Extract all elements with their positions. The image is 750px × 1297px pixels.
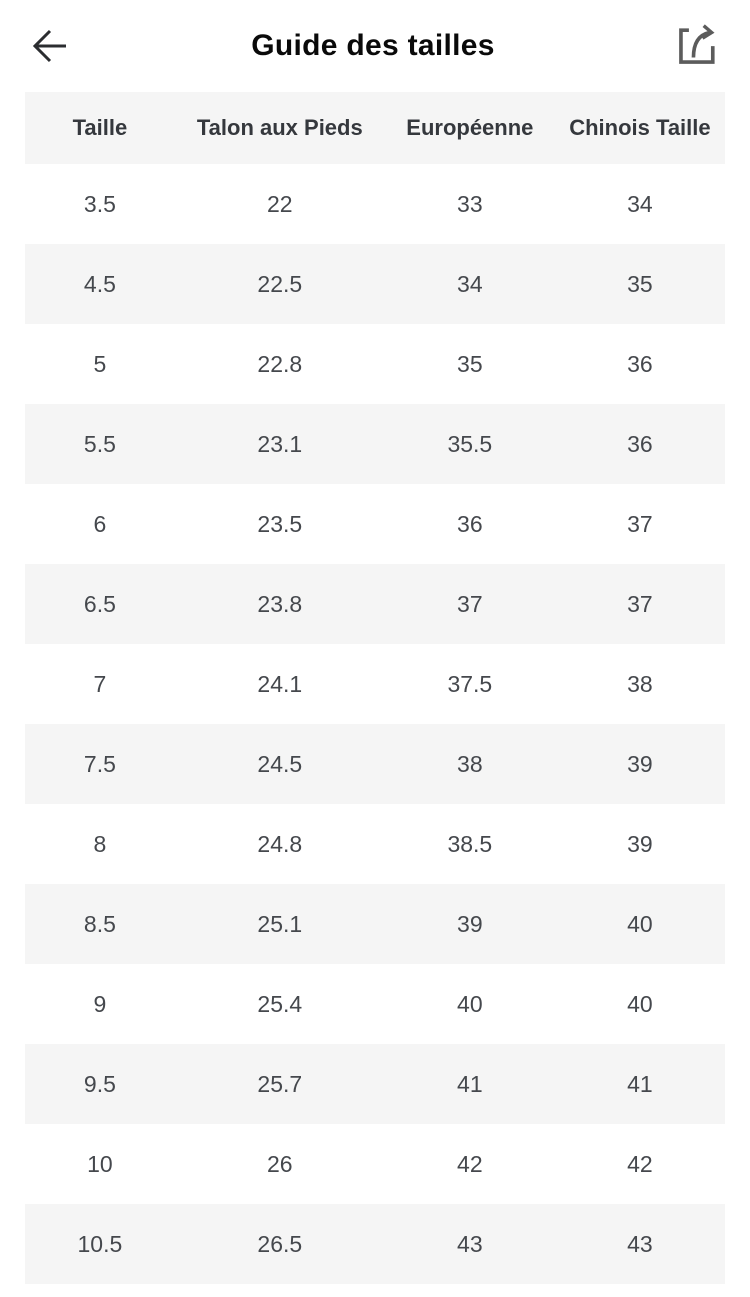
table-row: 6 23.5 36 37 xyxy=(25,484,725,564)
table-cell-europeenne: 37.5 xyxy=(447,670,493,697)
table-cell-europeenne: 39 xyxy=(457,910,483,937)
table-cell-europeenne: 33 xyxy=(457,190,483,217)
table-row: 7 24.1 37.5 38 xyxy=(25,644,725,724)
table-row: 8 24.8 38.5 39 xyxy=(25,804,725,884)
table-cell-taille: 7.5 xyxy=(83,750,116,777)
table-header-row: Taille Talon aux Pieds Européenne Chinoi… xyxy=(25,92,725,164)
table-cell-talon: 23.8 xyxy=(257,590,303,617)
column-header-chinois-taille: Chinois Taille xyxy=(569,115,711,140)
table-cell-taille: 7 xyxy=(93,670,107,697)
table-row: 7.5 24.5 38 39 xyxy=(25,724,725,804)
column-header-taille: Taille xyxy=(72,115,128,140)
table-cell-chinois: 41 xyxy=(627,1070,653,1097)
table-cell-chinois: 39 xyxy=(627,750,653,777)
page-title: Guide des tailles xyxy=(251,29,495,62)
table-cell-europeenne: 37 xyxy=(457,590,483,617)
table-cell-europeenne: 38.5 xyxy=(447,830,493,857)
table-cell-chinois: 35 xyxy=(627,270,653,297)
navbar: Guide des tailles xyxy=(0,0,750,92)
table-cell-talon: 23.1 xyxy=(257,430,303,457)
table-cell-chinois: 39 xyxy=(627,830,653,857)
column-header-talon-aux-pieds: Talon aux Pieds xyxy=(196,115,363,140)
table-row: 9 25.4 40 40 xyxy=(25,964,725,1044)
table-cell-taille: 5.5 xyxy=(83,430,116,457)
table-row: 9.5 25.7 41 41 xyxy=(25,1044,725,1124)
table-cell-taille: 9.5 xyxy=(83,1070,116,1097)
table-cell-taille: 8 xyxy=(93,830,107,857)
size-table: Taille Talon aux Pieds Européenne Chinoi… xyxy=(25,92,725,1284)
table-cell-talon: 26.5 xyxy=(257,1230,303,1257)
table-row: 4.5 22.5 34 35 xyxy=(25,244,725,324)
table-cell-taille: 6 xyxy=(93,510,107,537)
table-cell-europeenne: 43 xyxy=(457,1230,483,1257)
back-button[interactable] xyxy=(12,10,84,82)
table-row: 5 22.8 35 36 xyxy=(25,324,725,404)
table-cell-chinois: 40 xyxy=(627,990,653,1017)
table-cell-chinois: 42 xyxy=(627,1150,653,1177)
table-cell-europeenne: 35.5 xyxy=(447,430,493,457)
table-body: 3.5 22 33 34 4.5 22.5 34 35 5 22.8 35 36… xyxy=(25,164,725,1284)
table-cell-taille: 6.5 xyxy=(83,590,116,617)
table-cell-talon: 24.8 xyxy=(257,830,303,857)
table-cell-chinois: 40 xyxy=(627,910,653,937)
table-row: 8.5 25.1 39 40 xyxy=(25,884,725,964)
table-cell-europeenne: 41 xyxy=(457,1070,483,1097)
table-cell-chinois: 36 xyxy=(627,350,653,377)
share-button[interactable] xyxy=(662,10,734,82)
table-cell-talon: 22.8 xyxy=(257,350,303,377)
table-cell-chinois: 37 xyxy=(627,510,653,537)
table-row: 3.5 22 33 34 xyxy=(25,164,725,244)
table-cell-taille: 8.5 xyxy=(83,910,116,937)
table-cell-talon: 22 xyxy=(267,190,293,217)
table-row: 10.5 26.5 43 43 xyxy=(25,1204,725,1284)
table-cell-talon: 23.5 xyxy=(257,510,303,537)
table-cell-talon: 25.4 xyxy=(257,990,303,1017)
table-cell-talon: 25.1 xyxy=(257,910,303,937)
table-cell-chinois: 36 xyxy=(627,430,653,457)
arrow-left-icon xyxy=(26,23,70,70)
table-cell-europeenne: 36 xyxy=(457,510,483,537)
table-cell-taille: 10 xyxy=(87,1150,113,1177)
table-cell-taille: 3.5 xyxy=(83,190,116,217)
table-cell-talon: 24.1 xyxy=(257,670,303,697)
table-cell-talon: 22.5 xyxy=(257,270,303,297)
share-icon xyxy=(673,20,723,73)
table-cell-europeenne: 34 xyxy=(457,270,483,297)
table-cell-taille: 5 xyxy=(93,350,107,377)
table-cell-talon: 25.7 xyxy=(257,1070,303,1097)
table-cell-chinois: 38 xyxy=(627,670,653,697)
table-row: 10 26 42 42 xyxy=(25,1124,725,1204)
table-cell-talon: 26 xyxy=(267,1150,293,1177)
table-cell-chinois: 43 xyxy=(627,1230,653,1257)
table-row: 5.5 23.1 35.5 36 xyxy=(25,404,725,484)
table-cell-europeenne: 40 xyxy=(457,990,483,1017)
table-cell-chinois: 37 xyxy=(627,590,653,617)
column-header-europeenne: Européenne xyxy=(406,115,534,140)
table-cell-taille: 4.5 xyxy=(83,270,116,297)
table-cell-taille: 9 xyxy=(93,990,107,1017)
table-cell-europeenne: 42 xyxy=(457,1150,483,1177)
table-cell-talon: 24.5 xyxy=(257,750,303,777)
table-row: 6.5 23.8 37 37 xyxy=(25,564,725,644)
table-cell-europeenne: 38 xyxy=(457,750,483,777)
table-cell-taille: 10.5 xyxy=(77,1230,123,1257)
table-cell-chinois: 34 xyxy=(627,190,653,217)
table-cell-europeenne: 35 xyxy=(457,350,483,377)
